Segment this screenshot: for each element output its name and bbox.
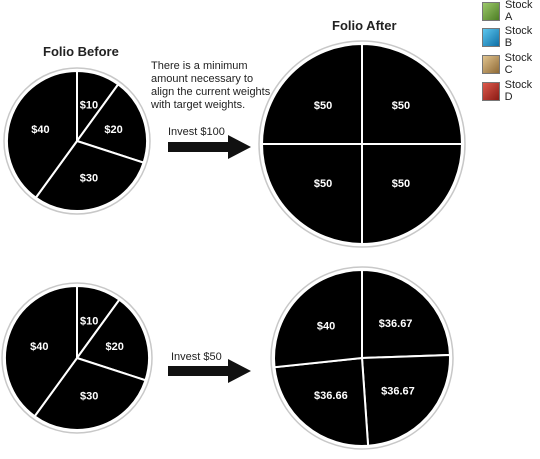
legend-label: Stock A [504, 0, 533, 23]
invest-100-label: Invest $100 [168, 126, 225, 138]
pie-slice-stock-d [273, 356, 370, 447]
pie-slice-label: $20 [104, 124, 122, 136]
pie-slice-label: $36.66 [314, 390, 348, 402]
arrow-bottom [168, 359, 251, 383]
pie-slice-stock-b [361, 42, 464, 145]
pie-slice-stock-a [4, 284, 78, 418]
pie-slice-label: $30 [80, 391, 98, 403]
pie-slice-label: $10 [80, 315, 98, 327]
pie-slice-label: $10 [80, 99, 98, 111]
pie-slice-label: $30 [80, 173, 98, 185]
arrow-top [168, 135, 251, 159]
legend-item-stock-d: Stock D [482, 79, 540, 103]
pie-slice-label: $40 [30, 341, 48, 353]
legend-swatch-stock-b [482, 27, 500, 47]
pie-slice-label: $40 [31, 124, 49, 136]
pie-after-bottom: $36.67 $36.67 $36.66 $40 [270, 266, 454, 450]
folio-before-title: Folio Before [43, 44, 119, 59]
legend-item-stock-b: Stock B [482, 25, 540, 49]
legend-label: Stock C [504, 52, 533, 76]
pie-slice-label: $50 [314, 100, 332, 112]
pie-slice-stock-a [273, 268, 363, 369]
pie-slice-stock-a [260, 42, 363, 145]
pie-slice-label: $36.67 [381, 385, 415, 397]
pie-slice-label: $20 [105, 341, 123, 353]
pie-slice-stock-c [75, 82, 148, 164]
pie-slice-label: $50 [392, 100, 410, 112]
folio-after-title: Folio After [332, 18, 397, 33]
legend-swatch-stock-c [482, 54, 500, 74]
legend-label: Stock B [504, 25, 533, 49]
legend-item-stock-a: Stock A [482, 0, 540, 23]
pie-slice-stock-d [260, 143, 363, 246]
pie-before-top: $10 $20 $30 $40 [3, 67, 151, 215]
pie-slice-stock-c [75, 298, 150, 382]
legend-label: Stock D [504, 79, 533, 103]
pie-slice-label: $50 [392, 178, 410, 190]
pie-slice-stock-d [34, 139, 145, 212]
legend-swatch-stock-a [482, 1, 500, 21]
pie-slice-stock-d [33, 356, 147, 431]
pie-slice-label: $40 [317, 321, 335, 333]
pie-slice-stock-c [361, 143, 464, 246]
pie-slice-label: $50 [314, 178, 332, 190]
pie-slice-stock-b [361, 268, 451, 360]
pie-slice-stock-c [360, 353, 451, 447]
legend-swatch-stock-d [482, 81, 500, 101]
invest-50-label: Invest $50 [171, 351, 222, 363]
pie-after-top: $50 $50 $50 $50 [258, 40, 466, 248]
legend-item-stock-c: Stock C [482, 52, 540, 76]
pie-slice-label: $36.67 [379, 318, 413, 330]
note-text: There is a minimum amount necessary to a… [151, 60, 271, 111]
pie-before-bottom: $10 $20 $30 $40 [1, 282, 153, 434]
pie-slice-stock-a [6, 69, 78, 200]
